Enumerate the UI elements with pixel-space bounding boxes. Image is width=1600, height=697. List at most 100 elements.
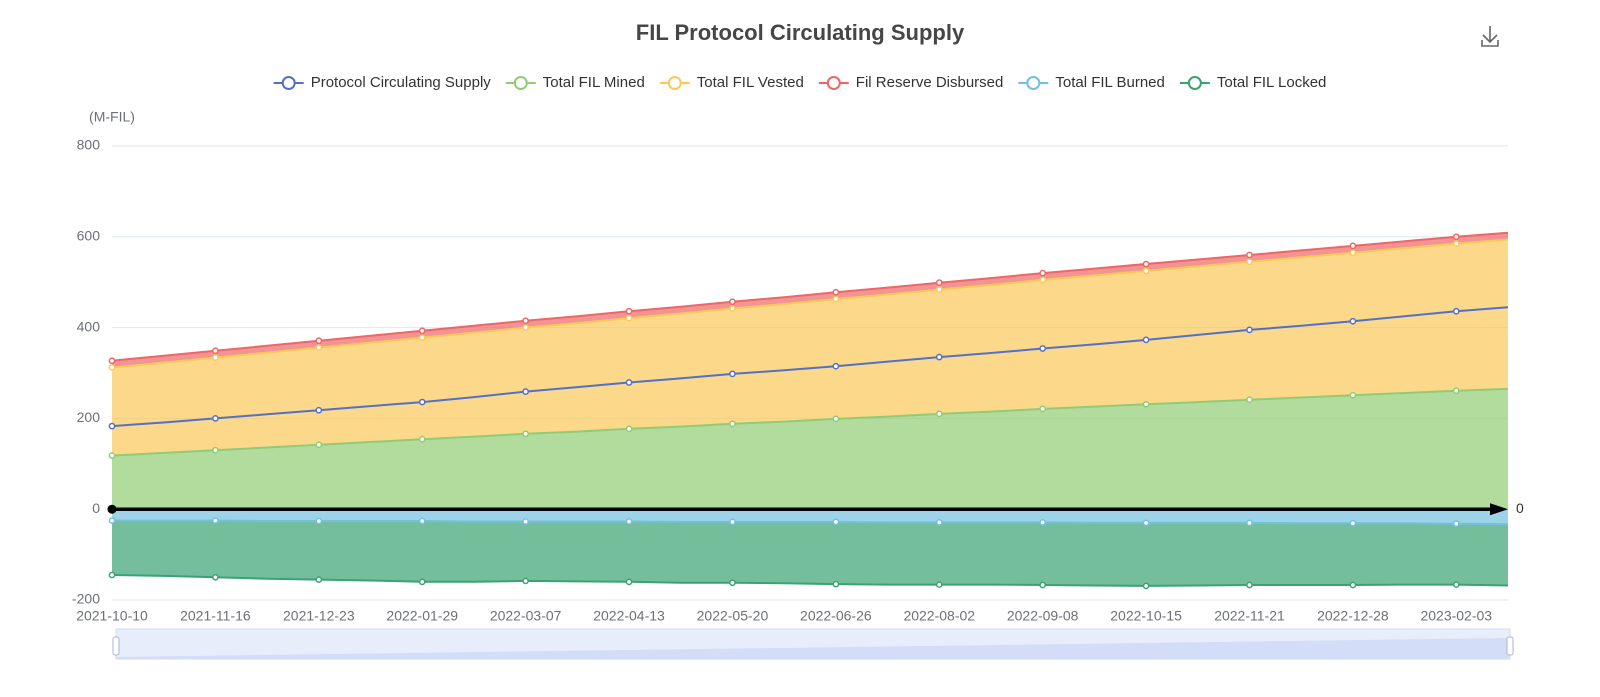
x-tick-label: 2022-10-15 [1110,608,1182,624]
x-tick-label: 2022-01-29 [386,608,458,624]
data-point [832,580,840,588]
data-point [522,388,529,395]
data-point [832,518,840,526]
zoom-handle[interactable] [1506,636,1514,656]
data-point [1349,581,1357,589]
legend-marker [1026,76,1041,90]
mark-line-label: 0 [1516,500,1524,516]
chart-title: FIL Protocol Circulating Supply [636,20,965,45]
data-point [1349,317,1357,325]
data-point [1142,336,1150,344]
data-point [522,317,529,325]
data-point [625,425,633,433]
area [112,388,1508,510]
data-point [832,415,840,423]
zoom-preview [116,638,1510,659]
data-point [832,288,840,296]
data-zoom[interactable] [112,628,1514,660]
data-point [212,517,219,524]
x-tick-label: 2022-04-13 [593,608,665,624]
areas [112,232,1508,586]
data-point [522,430,529,438]
line [111,574,1509,587]
legend-marker [281,76,296,90]
data-point [1246,258,1253,266]
x-tick-label: 2022-08-02 [903,608,975,624]
download-icon[interactable] [1481,26,1499,47]
data-point [212,354,219,361]
data-point [1452,307,1460,315]
data-point [315,337,323,345]
x-tick-label: 2021-12-23 [283,608,355,624]
data-point [935,279,943,287]
y-tick-label: -200 [72,591,100,607]
data-point [108,517,116,524]
data-point [729,305,736,312]
mark-line-start [107,504,117,514]
data-point [108,422,116,430]
data-point [1349,249,1357,257]
data-point [1039,519,1047,526]
area [112,232,1508,368]
data-point [1246,326,1253,334]
data-point [625,518,633,525]
data-point [212,446,219,454]
y-unit: (M-FIL) [89,109,135,125]
line [111,387,1509,457]
download-button[interactable] [1481,26,1499,47]
data-point [212,415,219,422]
data-point [1349,391,1357,399]
data-point [729,518,736,526]
x-tick-label: 2022-11-21 [1214,608,1285,624]
y-tick-label: 400 [77,318,101,334]
data-point [315,441,323,449]
data-point [418,398,426,406]
data-point [935,581,943,588]
data-point [935,410,943,418]
data-point [1142,260,1150,268]
data-point [1039,345,1047,352]
data-point [1142,582,1150,590]
data-point [1452,520,1460,528]
data-point [1246,396,1253,404]
data-point [1349,242,1357,250]
data-point [935,519,943,526]
x-tick-label: 2021-11-16 [180,608,251,624]
data-point [1142,400,1150,408]
data-point [1142,519,1150,527]
data-point [108,452,116,459]
data-point [1039,276,1047,284]
x-tick-label: 2021-10-10 [76,608,148,624]
data-point [418,578,426,586]
data-point [315,576,323,583]
x-tick-label: 2022-06-26 [800,608,872,624]
legend-label: Total FIL Locked [1217,74,1327,91]
data-point [522,518,529,525]
line [111,238,1509,369]
data-point [1349,519,1357,527]
data-point [1452,233,1460,241]
y-tick-label: 200 [77,409,101,425]
zoom-handle[interactable] [112,636,120,656]
data-point [212,347,219,355]
y-tick-label: 800 [77,137,101,153]
data-point [729,370,736,378]
x-tick-label: 2022-05-20 [697,608,769,624]
data-point [212,573,219,581]
lines [111,231,1509,587]
data-point [1452,581,1460,588]
x-tick-label: 2023-02-03 [1420,608,1492,624]
legend: Protocol Circulating Supply Total FIL Min… [273,74,1327,91]
data-point [625,314,633,322]
data-point [625,307,633,315]
legend-marker [1187,76,1202,90]
data-point [1246,581,1253,589]
legend-label: Protocol Circulating Supply [311,74,492,91]
data-point [1452,387,1460,395]
data-point [108,357,116,365]
data-point [315,406,323,414]
data-point [1039,269,1047,277]
y-tick-label: 600 [77,228,101,244]
data-point [418,435,426,443]
